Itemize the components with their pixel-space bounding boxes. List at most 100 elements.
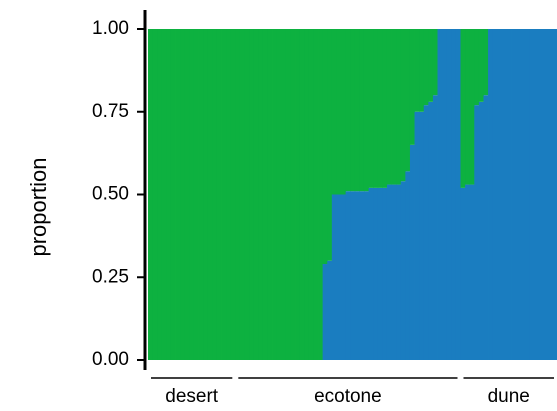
bar-segment: [276, 29, 282, 360]
bar-segment: [414, 111, 420, 360]
bar-segment: [363, 29, 369, 192]
bar-segment: [262, 29, 268, 360]
bar-segment: [249, 29, 255, 360]
bar-segment: [308, 29, 314, 360]
bar-segment: [290, 29, 296, 360]
bar-segment: [235, 29, 241, 360]
bar-segment: [501, 29, 507, 360]
bar-segment: [409, 144, 415, 360]
bar-segment: [524, 29, 530, 360]
bar-segment: [455, 29, 461, 360]
bar-segment: [414, 29, 420, 112]
bar-segment: [400, 181, 406, 360]
bar-segment: [382, 29, 388, 188]
bar-segment: [327, 260, 333, 360]
bar-segment: [272, 29, 278, 360]
bar-segment: [396, 29, 402, 185]
bar-segment: [230, 29, 236, 360]
bar-segment: [465, 184, 471, 360]
bar-segment: [166, 29, 172, 360]
bar-segment: [336, 194, 342, 360]
bar-segment: [409, 29, 415, 145]
bar-segment: [359, 29, 365, 192]
y-axis-label: proportion: [26, 157, 51, 256]
bar-segment: [432, 29, 438, 96]
bar-segment: [437, 29, 443, 360]
bar-segment: [386, 29, 392, 185]
bar-segment: [419, 29, 425, 112]
bar-segment: [515, 29, 521, 360]
bar-segment: [180, 29, 186, 360]
bar-segment: [460, 187, 466, 360]
bar-segment: [373, 29, 379, 188]
bar-segment: [322, 264, 328, 360]
bar-segment: [377, 29, 383, 188]
bar-segment: [198, 29, 204, 360]
bar-segment: [341, 194, 347, 360]
bar-segment: [258, 29, 264, 360]
bar-segment: [313, 29, 319, 360]
bar-segment: [432, 95, 438, 360]
bar-segment: [170, 29, 176, 360]
bar-segment: [405, 171, 411, 360]
bar-segment: [239, 29, 245, 360]
bar-segment: [377, 187, 383, 360]
bar-segment: [446, 29, 452, 360]
bar-segment: [386, 184, 392, 360]
bar-segment: [152, 29, 158, 360]
group-label: dune: [488, 386, 530, 407]
bar-segment: [336, 29, 342, 195]
bar-segment: [451, 29, 457, 360]
bar-segment: [382, 187, 388, 360]
bar-segment: [350, 29, 356, 192]
bar-segment: [474, 105, 480, 360]
bar-segment: [318, 29, 324, 360]
bar-segment: [478, 101, 484, 360]
bar-segment: [148, 29, 153, 360]
bar-segment: [341, 29, 347, 195]
bar-segment: [184, 29, 190, 360]
y-tick-label: 0.00: [92, 349, 129, 370]
bar-segment: [368, 187, 374, 360]
bar-segment: [460, 29, 466, 188]
bar-segment: [350, 191, 356, 360]
bar-segment: [157, 29, 163, 360]
bar-segment: [478, 29, 484, 102]
bar-segment: [400, 29, 406, 182]
group-label: ecotone: [314, 386, 382, 407]
bar-segment: [354, 29, 360, 192]
bar-segment: [529, 29, 535, 360]
bar-segment: [244, 29, 250, 360]
bar-segment: [175, 29, 181, 360]
bar-segment: [428, 29, 434, 102]
bar-segment: [327, 29, 333, 261]
y-tick-label: 0.50: [92, 184, 129, 205]
y-tick-label: 0.25: [92, 266, 129, 287]
bar-segment: [226, 29, 232, 360]
bar-segment: [161, 29, 167, 360]
bar-segment: [442, 29, 448, 360]
bar-segment: [295, 29, 301, 360]
bar-segment: [285, 29, 291, 360]
bar-segment: [423, 29, 429, 106]
bar-segment: [391, 29, 397, 185]
bar-segment: [354, 191, 360, 360]
bar-segment: [488, 29, 494, 360]
bar-segment: [419, 111, 425, 360]
bar-segment: [189, 29, 195, 360]
bar-segment: [483, 95, 489, 360]
bar-segment: [373, 187, 379, 360]
bar-segment: [474, 29, 480, 106]
bar-segment: [547, 29, 553, 360]
bar-segment: [345, 191, 351, 360]
bar-segment: [492, 29, 498, 360]
bar-segment: [299, 29, 305, 360]
bar-segment: [543, 29, 549, 360]
bar-segment: [363, 191, 369, 360]
bar-segment: [483, 29, 489, 96]
bar-segment: [405, 29, 411, 172]
bar-segment: [253, 29, 259, 360]
bar-segment: [331, 29, 337, 195]
bar-segment: [345, 29, 351, 192]
